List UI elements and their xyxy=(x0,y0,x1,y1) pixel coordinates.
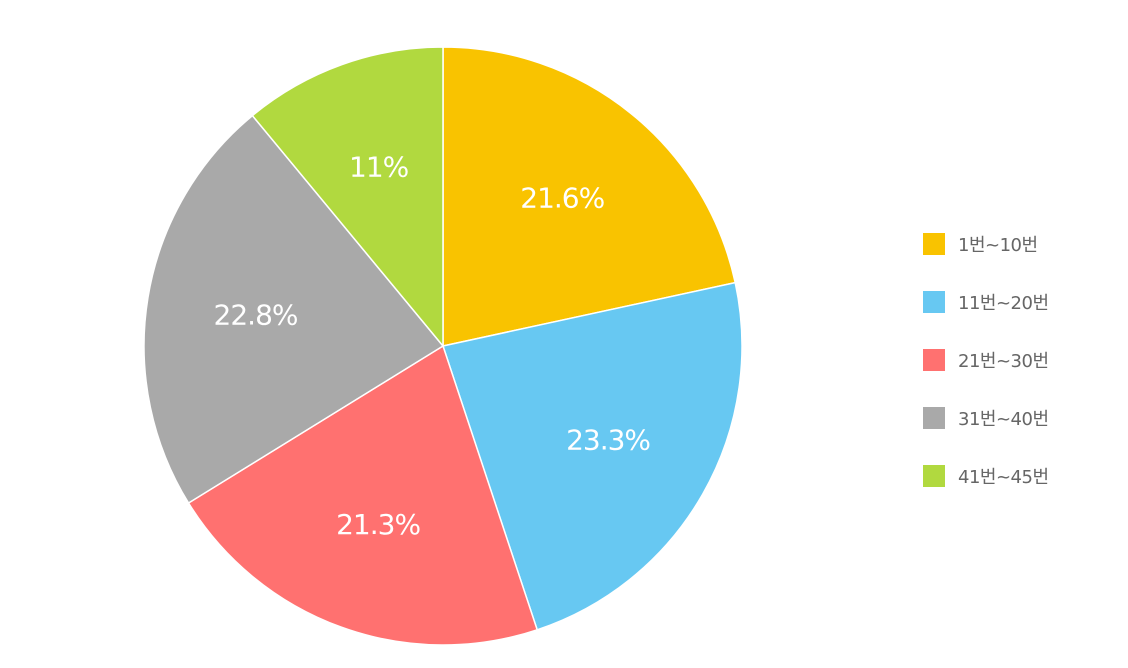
legend-item-5[interactable]: 41번~45번 xyxy=(923,464,1103,488)
legend-swatch xyxy=(923,233,945,255)
legend: 1번~10번 11번~20번 21번~30번 31번~40번 41번~45번 xyxy=(923,232,1103,522)
legend-label: 41번~45번 xyxy=(958,467,1049,488)
legend-label: 21번~30번 xyxy=(958,351,1049,372)
legend-label: 31번~40번 xyxy=(958,409,1049,430)
pie-slice-5[interactable] xyxy=(251,46,444,349)
slice-data-label-2: 23.3% xyxy=(566,424,650,457)
legend-item-2[interactable]: 11번~20번 xyxy=(923,290,1103,314)
legend-label: 11번~20번 xyxy=(958,293,1049,314)
legend-label: 1번~10번 xyxy=(958,235,1038,256)
pie-slice-2[interactable] xyxy=(442,281,743,631)
legend-swatch xyxy=(923,291,945,313)
slice-data-label-5: 11% xyxy=(349,151,409,184)
legend-item-3[interactable]: 21번~30번 xyxy=(923,348,1103,372)
pie-slice-4[interactable] xyxy=(143,114,445,505)
legend-swatch xyxy=(923,349,945,371)
pie-slice-1[interactable] xyxy=(442,46,737,347)
pie-slice-3[interactable] xyxy=(187,344,539,646)
slice-data-label-3: 21.3% xyxy=(336,508,420,541)
slice-data-label-4: 22.8% xyxy=(214,299,298,332)
legend-item-1[interactable]: 1번~10번 xyxy=(923,232,1103,256)
legend-swatch xyxy=(923,407,945,429)
legend-swatch xyxy=(923,465,945,487)
legend-item-4[interactable]: 31번~40번 xyxy=(923,406,1103,430)
slice-data-label-1: 21.6% xyxy=(520,182,604,215)
